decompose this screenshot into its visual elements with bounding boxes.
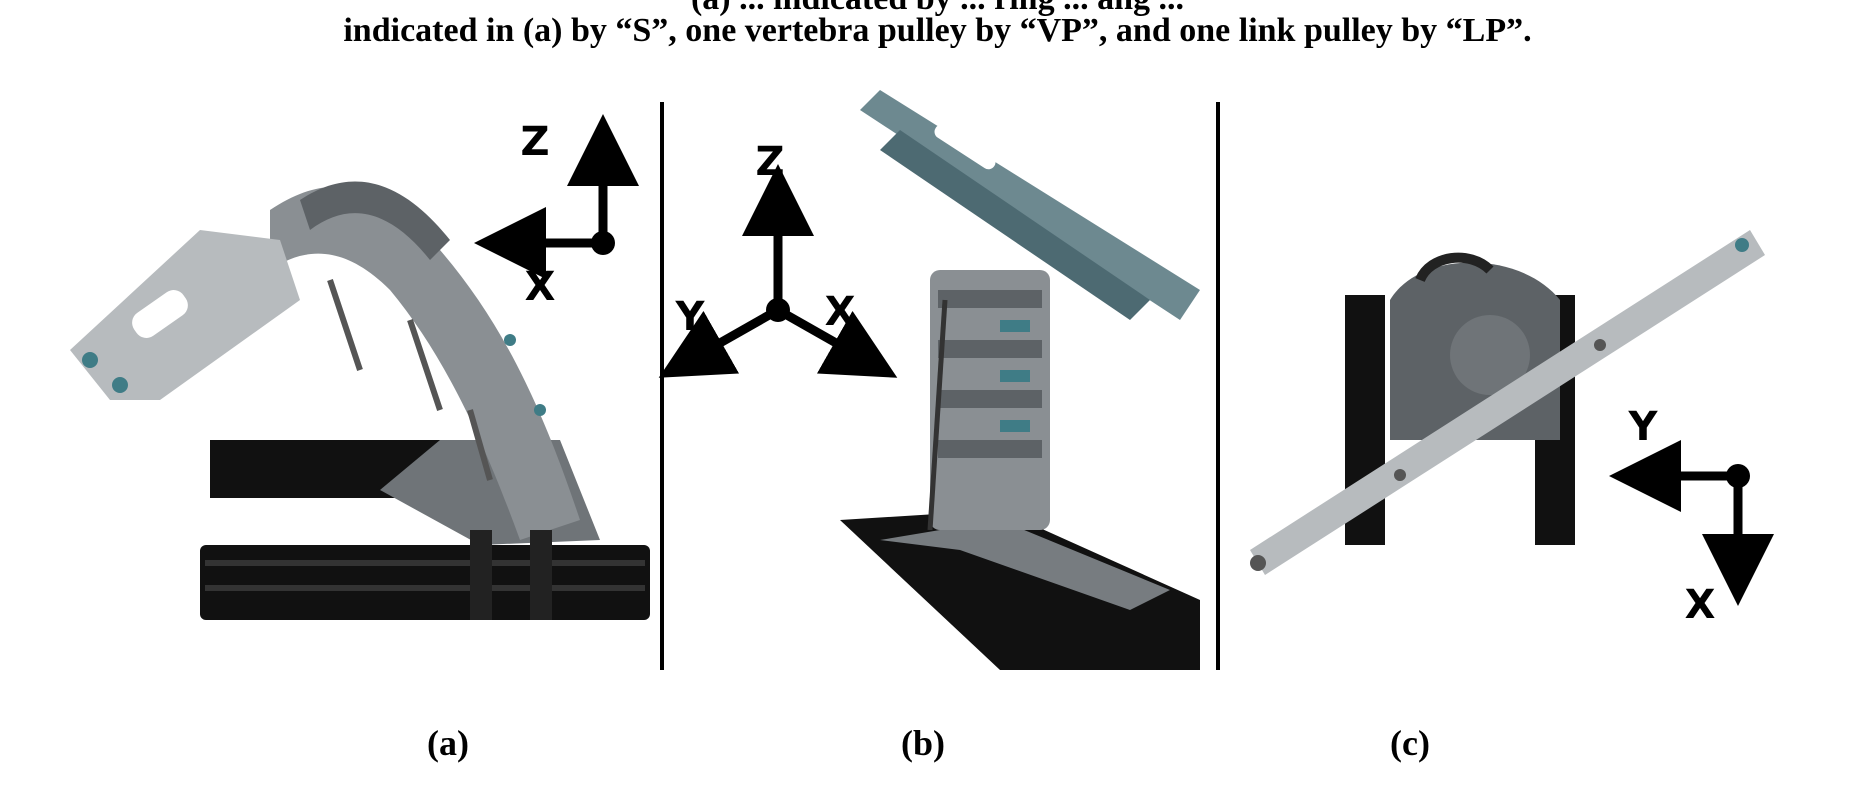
axis-label-x: X — [825, 289, 856, 335]
panel-b-photo — [840, 90, 1200, 670]
figure-caption-line-1: (a) ... indicated by ... ring ... ang ..… — [0, 0, 1875, 18]
panel-label-b: (b) — [901, 723, 945, 763]
axis-origin — [1726, 464, 1750, 488]
y-axis-arrow — [658, 306, 781, 378]
panel-label-c: (c) — [1390, 723, 1430, 763]
panel-c-photo — [1250, 230, 1765, 575]
axis-label-z: Z — [520, 119, 549, 165]
axis-label-x: X — [525, 264, 556, 310]
panel-a-axes — [474, 114, 639, 279]
axis-label-y: Y — [675, 294, 706, 340]
axis-origin — [591, 231, 615, 255]
axis-label-x: X — [1685, 582, 1716, 628]
panel-label-a: (a) — [427, 723, 469, 763]
axis-label-z: Z — [755, 139, 784, 185]
axis-label-y: Y — [1628, 404, 1659, 450]
figure-caption-line-2: indicated in (a) by “S”, one vertebra pu… — [343, 12, 1532, 49]
x-axis-arrow — [775, 306, 898, 378]
axis-origin — [766, 298, 790, 322]
panel-b-axes — [658, 164, 898, 378]
panel-c-axes — [1609, 440, 1774, 606]
panel-a-photo — [70, 181, 650, 620]
